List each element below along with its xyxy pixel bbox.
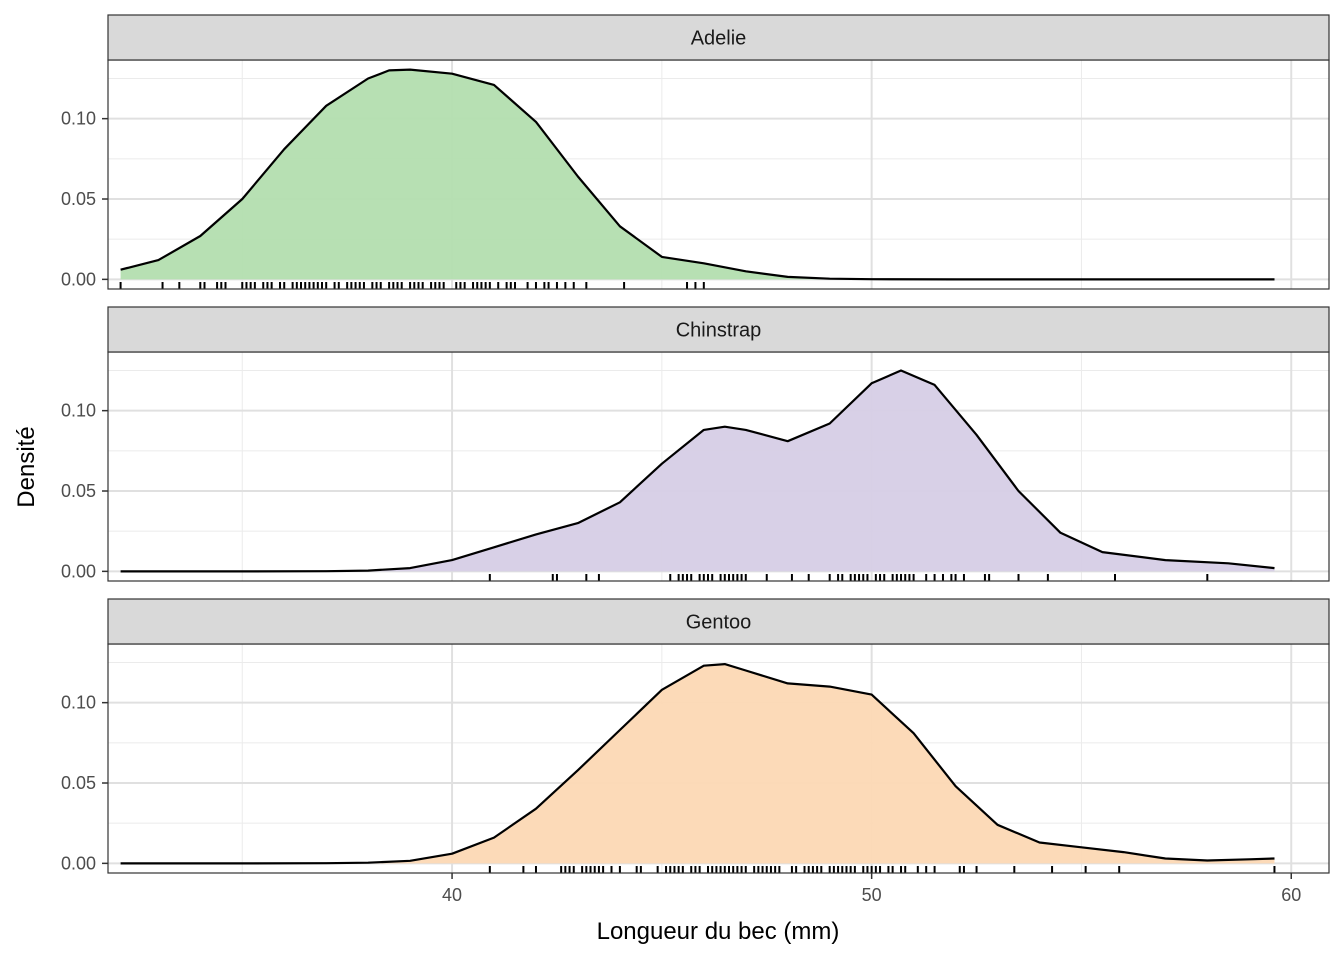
facet-strip-label: Adelie — [691, 28, 747, 50]
y-tick-label: 0.00 — [61, 853, 96, 873]
x-tick-label: 40 — [442, 885, 462, 905]
y-tick-label: 0.00 — [61, 561, 96, 581]
facet-strip-label: Chinstrap — [676, 320, 762, 342]
y-tick-label: 0.10 — [61, 693, 96, 713]
y-tick-label: 0.05 — [61, 189, 96, 209]
density-line-gentoo — [120, 663, 1275, 865]
y-axis-title: Densité — [13, 426, 40, 507]
y-tick-label: 0.10 — [61, 109, 96, 129]
y-tick-label: 0.10 — [61, 401, 96, 421]
density-area-chinstrap — [120, 370, 1275, 572]
density-area-adelie — [120, 69, 1275, 280]
x-axis-title: Longueur du bec (mm) — [597, 918, 840, 945]
facet-gentoo: Gentoo 0.00 0.05 0.10 — [61, 598, 1330, 874]
facet-strip — [107, 598, 1330, 645]
y-tick-label: 0.00 — [61, 269, 96, 289]
facet-strip — [107, 306, 1330, 353]
facet-chinstrap: Chinstrap 0.00 0.05 0.10 — [61, 306, 1330, 582]
y-tick-label: 0.05 — [61, 481, 96, 501]
x-tick-label: 50 — [862, 885, 882, 905]
density-line-adelie — [120, 68, 1275, 281]
density-area-gentoo — [120, 664, 1275, 864]
facet-strip-label: Gentoo — [686, 612, 752, 634]
facet-strip — [107, 14, 1330, 61]
density-line-chinstrap — [120, 369, 1275, 573]
x-axis: 40 50 60 — [442, 873, 1301, 905]
facet-adelie: Adelie 0.00 0.05 0.10 — [61, 14, 1330, 290]
x-tick-label: 60 — [1281, 885, 1301, 905]
y-tick-label: 0.05 — [61, 773, 96, 793]
facets-layer: Adelie0.000.050.10Chinstrap0.000.050.10G… — [61, 14, 1330, 874]
